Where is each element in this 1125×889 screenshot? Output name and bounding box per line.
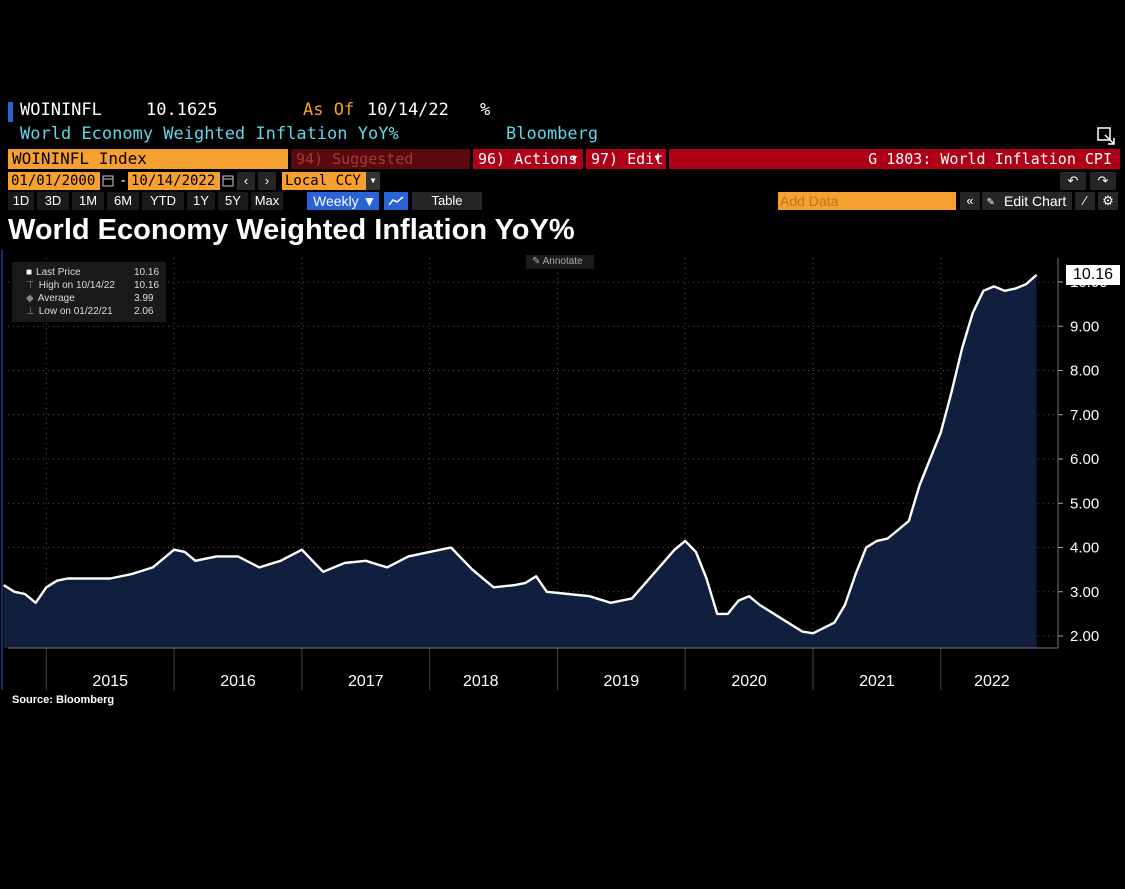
y-tick-label: 4.00: [1070, 540, 1099, 557]
edit-chart-label: Edit Chart: [1004, 193, 1067, 209]
annotate-label: Annotate: [542, 256, 583, 267]
chart-legend: ■ Last Price 10.16 ⊤ High on 10/14/22 10.16 ◆ A…: [12, 262, 166, 322]
ticker-marker: [8, 102, 13, 122]
legend-label: Last Price: [36, 267, 81, 278]
calendar-icon[interactable]: [222, 173, 234, 189]
pencil-icon: ✎: [987, 194, 995, 208]
legend-value: 10.16: [134, 280, 160, 291]
y-tick-label: 5.00: [1070, 495, 1099, 512]
source-brand: Bloomberg: [506, 124, 599, 144]
legend-row: ◆ Average 3.99: [14, 292, 164, 305]
x-tick-label: 2016: [220, 673, 256, 690]
ticker-symbol: WOININFL: [20, 100, 102, 120]
ticker-value: 10.1625: [146, 100, 218, 120]
series-description: World Economy Weighted Inflation YoY%: [20, 124, 399, 144]
actions-label: 96) Actions: [478, 150, 578, 168]
legend-marker: ◆: [26, 293, 34, 304]
start-date-text: 01/01/2000: [11, 173, 96, 189]
edit-menu[interactable]: 97) Edit ▼: [586, 149, 666, 169]
redo-button[interactable]: ↷: [1090, 172, 1116, 190]
legend-marker: ⊤: [26, 280, 35, 291]
edit-chart-button[interactable]: ✎ Edit Chart: [982, 192, 1072, 210]
y-tick-label: 2.00: [1070, 628, 1099, 645]
undo-button[interactable]: ↶: [1060, 172, 1086, 190]
legend-value: 2.06: [134, 306, 154, 317]
edit-label: 97) Edit: [591, 150, 664, 168]
frequency-text: Weekly ▼: [313, 193, 377, 209]
x-tick-label: 2020: [731, 673, 767, 690]
line-chart-icon[interactable]: [384, 192, 408, 210]
chart-title: World Economy Weighted Inflation YoY%: [8, 214, 575, 246]
legend-label: Average: [37, 293, 75, 304]
range-button-1m[interactable]: 1M: [72, 192, 104, 210]
annotate-button[interactable]: ✎ Annotate: [526, 255, 594, 269]
add-data-input[interactable]: Add Data: [778, 192, 956, 210]
end-date-text: 10/14/2022: [131, 173, 216, 189]
legend-row: ■ Last Price 10.16: [14, 266, 164, 279]
next-period-button[interactable]: ›: [258, 172, 276, 190]
chevron-down-icon: ▼: [654, 154, 660, 164]
legend-row: ⊥ Low on 01/22/21 2.06: [14, 305, 164, 318]
x-tick-label: 2018: [463, 673, 499, 690]
date-range-dash: -: [119, 173, 128, 189]
draw-tool-icon[interactable]: ⁄: [1075, 192, 1095, 210]
legend-marker: ⊥: [26, 306, 35, 317]
suggested-charts-button[interactable]: 94) Suggested Charts: [291, 149, 470, 188]
gear-icon[interactable]: ⚙: [1098, 192, 1118, 210]
y-tick-label: 8.00: [1070, 363, 1099, 380]
currency-select[interactable]: Local CCY ▼: [282, 172, 380, 190]
chart-area: 2.003.004.005.006.007.008.009.0010.00201…: [1, 250, 1108, 690]
range-button-3d[interactable]: 3D: [37, 192, 69, 210]
unit-label: %: [480, 100, 491, 120]
series-line: [3, 273, 1038, 635]
graph-id-bar[interactable]: G 1803: World Inflation CPI: [669, 149, 1120, 169]
x-tick-label: 2021: [859, 673, 895, 690]
add-data-placeholder: Add Data: [780, 193, 839, 209]
prev-period-button[interactable]: ‹: [237, 172, 255, 190]
legend-label: Low on 01/22/21: [38, 306, 113, 317]
range-button-6m[interactable]: 6M: [107, 192, 139, 210]
calendar-icon[interactable]: [102, 173, 114, 189]
range-button-5y[interactable]: 5Y: [218, 192, 248, 210]
source-note: Source: Bloomberg: [12, 694, 115, 706]
actions-menu[interactable]: 96) Actions ▼: [473, 149, 583, 169]
y-tick-label: 9.00: [1070, 318, 1099, 335]
legend-label: High on 10/14/22: [38, 280, 115, 291]
frequency-select[interactable]: Weekly ▼: [307, 192, 379, 210]
as-of-date: 10/14/22: [367, 100, 449, 120]
collapse-icon[interactable]: «: [960, 192, 980, 210]
currency-text: Local CCY: [285, 173, 361, 189]
graph-id-label: G 1803: World Inflation CPI: [868, 150, 1112, 168]
table-button[interactable]: Table: [412, 192, 482, 210]
security-field[interactable]: WOININFL Index: [8, 149, 288, 169]
x-tick-label: 2017: [348, 673, 384, 690]
chevron-down-icon: ▼: [366, 172, 380, 190]
as-of-label: As Of: [303, 100, 355, 120]
last-price-tag: 10.16: [1066, 265, 1120, 285]
range-button-1d[interactable]: 1D: [8, 192, 34, 210]
x-tick-label: 2015: [92, 673, 128, 690]
legend-value: 3.99: [134, 293, 154, 304]
popout-icon[interactable]: [1096, 126, 1116, 146]
y-tick-label: 6.00: [1070, 451, 1099, 468]
security-field-text: WOININFL Index: [12, 149, 147, 168]
series-area: [3, 274, 1037, 648]
legend-marker: ■: [26, 267, 33, 278]
range-button-1y[interactable]: 1Y: [187, 192, 215, 210]
range-button-max[interactable]: Max: [251, 192, 283, 210]
start-date-field[interactable]: 01/01/2000: [8, 172, 100, 190]
chevron-down-icon: ▼: [571, 154, 577, 164]
legend-value: 10.16: [134, 267, 160, 278]
range-button-ytd[interactable]: YTD: [142, 192, 184, 210]
legend-row: ⊤ High on 10/14/22 10.16: [14, 279, 164, 292]
x-tick-label: 2019: [604, 673, 640, 690]
end-date-field[interactable]: 10/14/2022: [128, 172, 220, 190]
y-tick-label: 3.00: [1070, 584, 1099, 601]
x-tick-label: 2022: [974, 673, 1010, 690]
y-tick-label: 7.00: [1070, 407, 1099, 424]
